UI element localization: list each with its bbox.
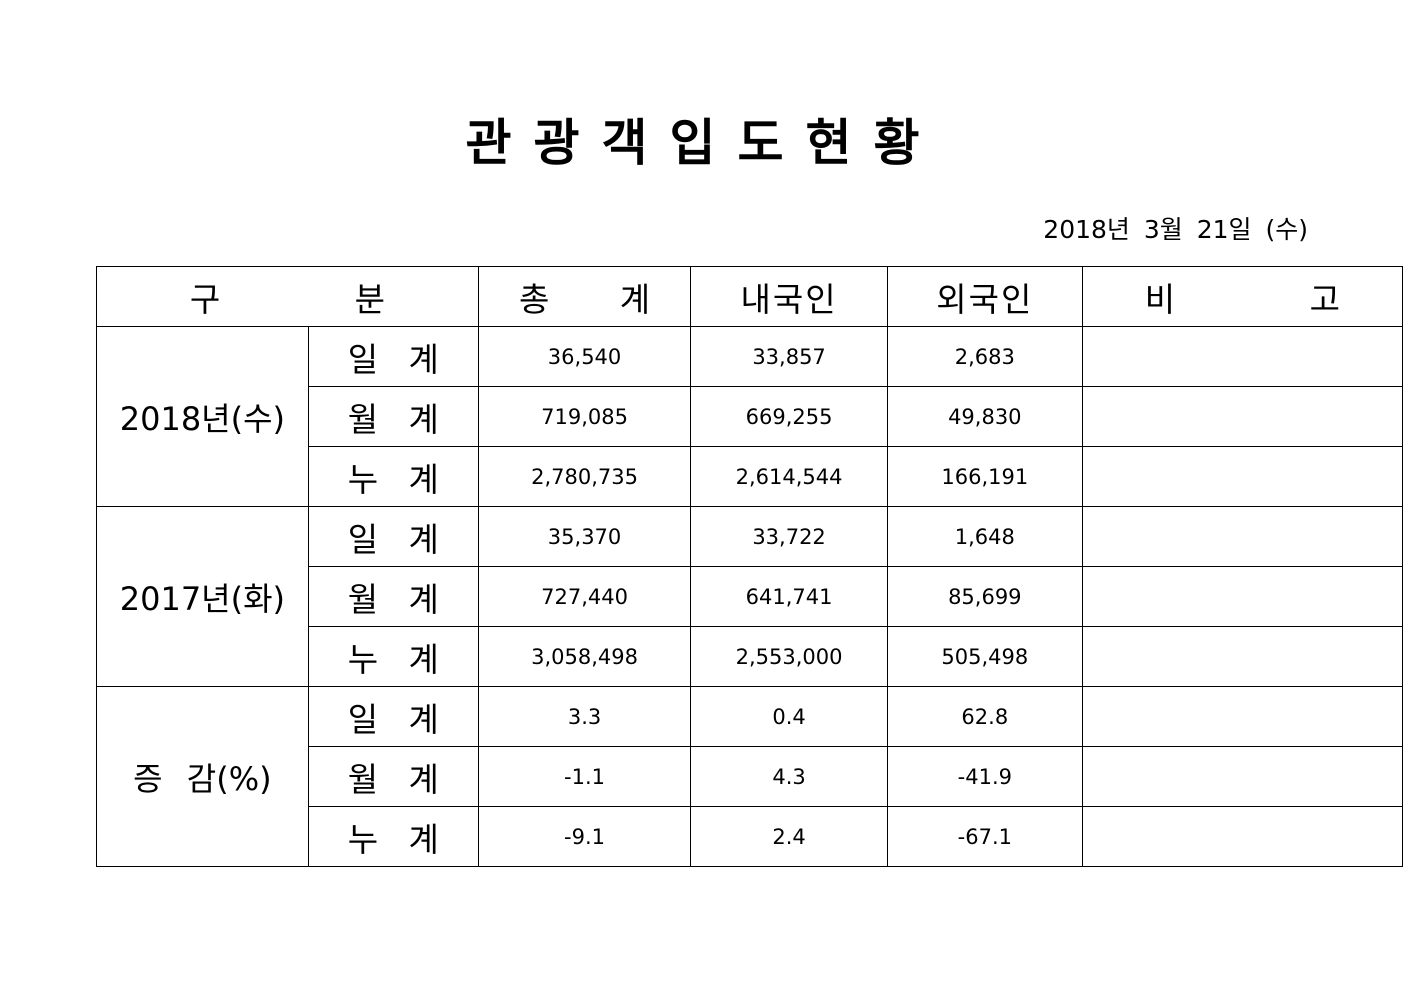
table-row: 누 계 3,058,498 2,553,000 505,498 xyxy=(97,626,1403,687)
cell-remarks xyxy=(1081,446,1403,507)
cell-total: 3,058,498 xyxy=(477,626,692,687)
cell-remarks xyxy=(1081,686,1403,747)
table-row: 월 계 -1.1 4.3 -41.9 xyxy=(97,746,1403,807)
cell-domestic: 4.3 xyxy=(690,746,888,807)
cell-foreign: 1,648 xyxy=(886,506,1083,567)
cell-domestic: 2,614,544 xyxy=(690,446,888,507)
row-label-cumulative: 누 계 xyxy=(307,626,479,687)
tourist-arrivals-table: 구 분 총 계 내국인 외국인 비 고 2018년(수) 일 계 36,540 … xyxy=(96,266,1403,867)
cell-total: 36,540 xyxy=(477,326,692,387)
cell-foreign: 62.8 xyxy=(886,686,1083,747)
table-row: 2017년(화) 일 계 35,370 33,722 1,648 xyxy=(96,506,1403,687)
row-label-monthly: 월 계 xyxy=(307,566,479,627)
cell-foreign: 166,191 xyxy=(886,446,1083,507)
cell-total: 727,440 xyxy=(477,566,692,627)
cell-total: 3.3 xyxy=(477,686,692,747)
cell-remarks xyxy=(1081,326,1403,387)
cell-remarks xyxy=(1081,626,1403,687)
cell-remarks xyxy=(1081,806,1403,867)
cell-total: -9.1 xyxy=(477,806,692,867)
table-row: 2018년(수) 일 계 36,540 33,857 2,683 xyxy=(96,326,1403,507)
header-domestic: 내국인 xyxy=(690,266,888,327)
cell-domestic: 641,741 xyxy=(690,566,888,627)
row-label-daily: 일 계 xyxy=(307,686,479,747)
cell-domestic: 669,255 xyxy=(690,386,888,447)
header-remarks: 비 고 xyxy=(1081,266,1403,327)
cell-domestic: 33,722 xyxy=(690,506,888,567)
cell-domestic: 0.4 xyxy=(690,686,888,747)
cell-remarks xyxy=(1081,386,1403,447)
cell-foreign: 2,683 xyxy=(886,326,1083,387)
header-category: 구 분 xyxy=(96,266,479,327)
cell-foreign: 49,830 xyxy=(886,386,1083,447)
row-label-monthly: 월 계 xyxy=(307,746,479,807)
cell-remarks xyxy=(1081,506,1403,567)
header-row: 구 분 총 계 내국인 외국인 비 고 xyxy=(96,266,1403,327)
page-title: 관광객입도현황 xyxy=(465,114,942,172)
cell-domestic: 33,857 xyxy=(690,326,888,387)
cell-foreign: 85,699 xyxy=(886,566,1083,627)
cell-remarks xyxy=(1081,746,1403,807)
cell-domestic: 2.4 xyxy=(690,806,888,867)
cell-total: 35,370 xyxy=(477,506,692,567)
table-row: 증 감(%) 일 계 3.3 0.4 62.8 xyxy=(96,686,1403,867)
table-row: 월 계 727,440 641,741 85,699 xyxy=(97,566,1403,627)
header-foreign: 외국인 xyxy=(886,266,1083,327)
header-total: 총 계 xyxy=(477,266,692,327)
cell-remarks xyxy=(1081,566,1403,627)
group-label-2017: 2017년(화) xyxy=(96,506,309,687)
cell-foreign: 505,498 xyxy=(886,626,1083,687)
cell-foreign: -41.9 xyxy=(886,746,1083,807)
row-label-daily: 일 계 xyxy=(307,506,479,567)
row-label-cumulative: 누 계 xyxy=(307,446,479,507)
cell-total: -1.1 xyxy=(477,746,692,807)
cell-foreign: -67.1 xyxy=(886,806,1083,867)
row-label-daily: 일 계 xyxy=(307,326,479,387)
report-date: 2018년 3월 21일 (수) xyxy=(1043,215,1308,244)
row-label-monthly: 월 계 xyxy=(307,386,479,447)
row-label-cumulative: 누 계 xyxy=(307,806,479,867)
table-row: 누 계 -9.1 2.4 -67.1 xyxy=(97,806,1403,867)
cell-domestic: 2,553,000 xyxy=(690,626,888,687)
cell-total: 2,780,735 xyxy=(477,446,692,507)
table-row: 누 계 2,780,735 2,614,544 166,191 xyxy=(97,446,1403,507)
group-label-change: 증 감(%) xyxy=(96,686,309,867)
group-label-2018: 2018년(수) xyxy=(96,326,309,507)
cell-total: 719,085 xyxy=(477,386,692,447)
